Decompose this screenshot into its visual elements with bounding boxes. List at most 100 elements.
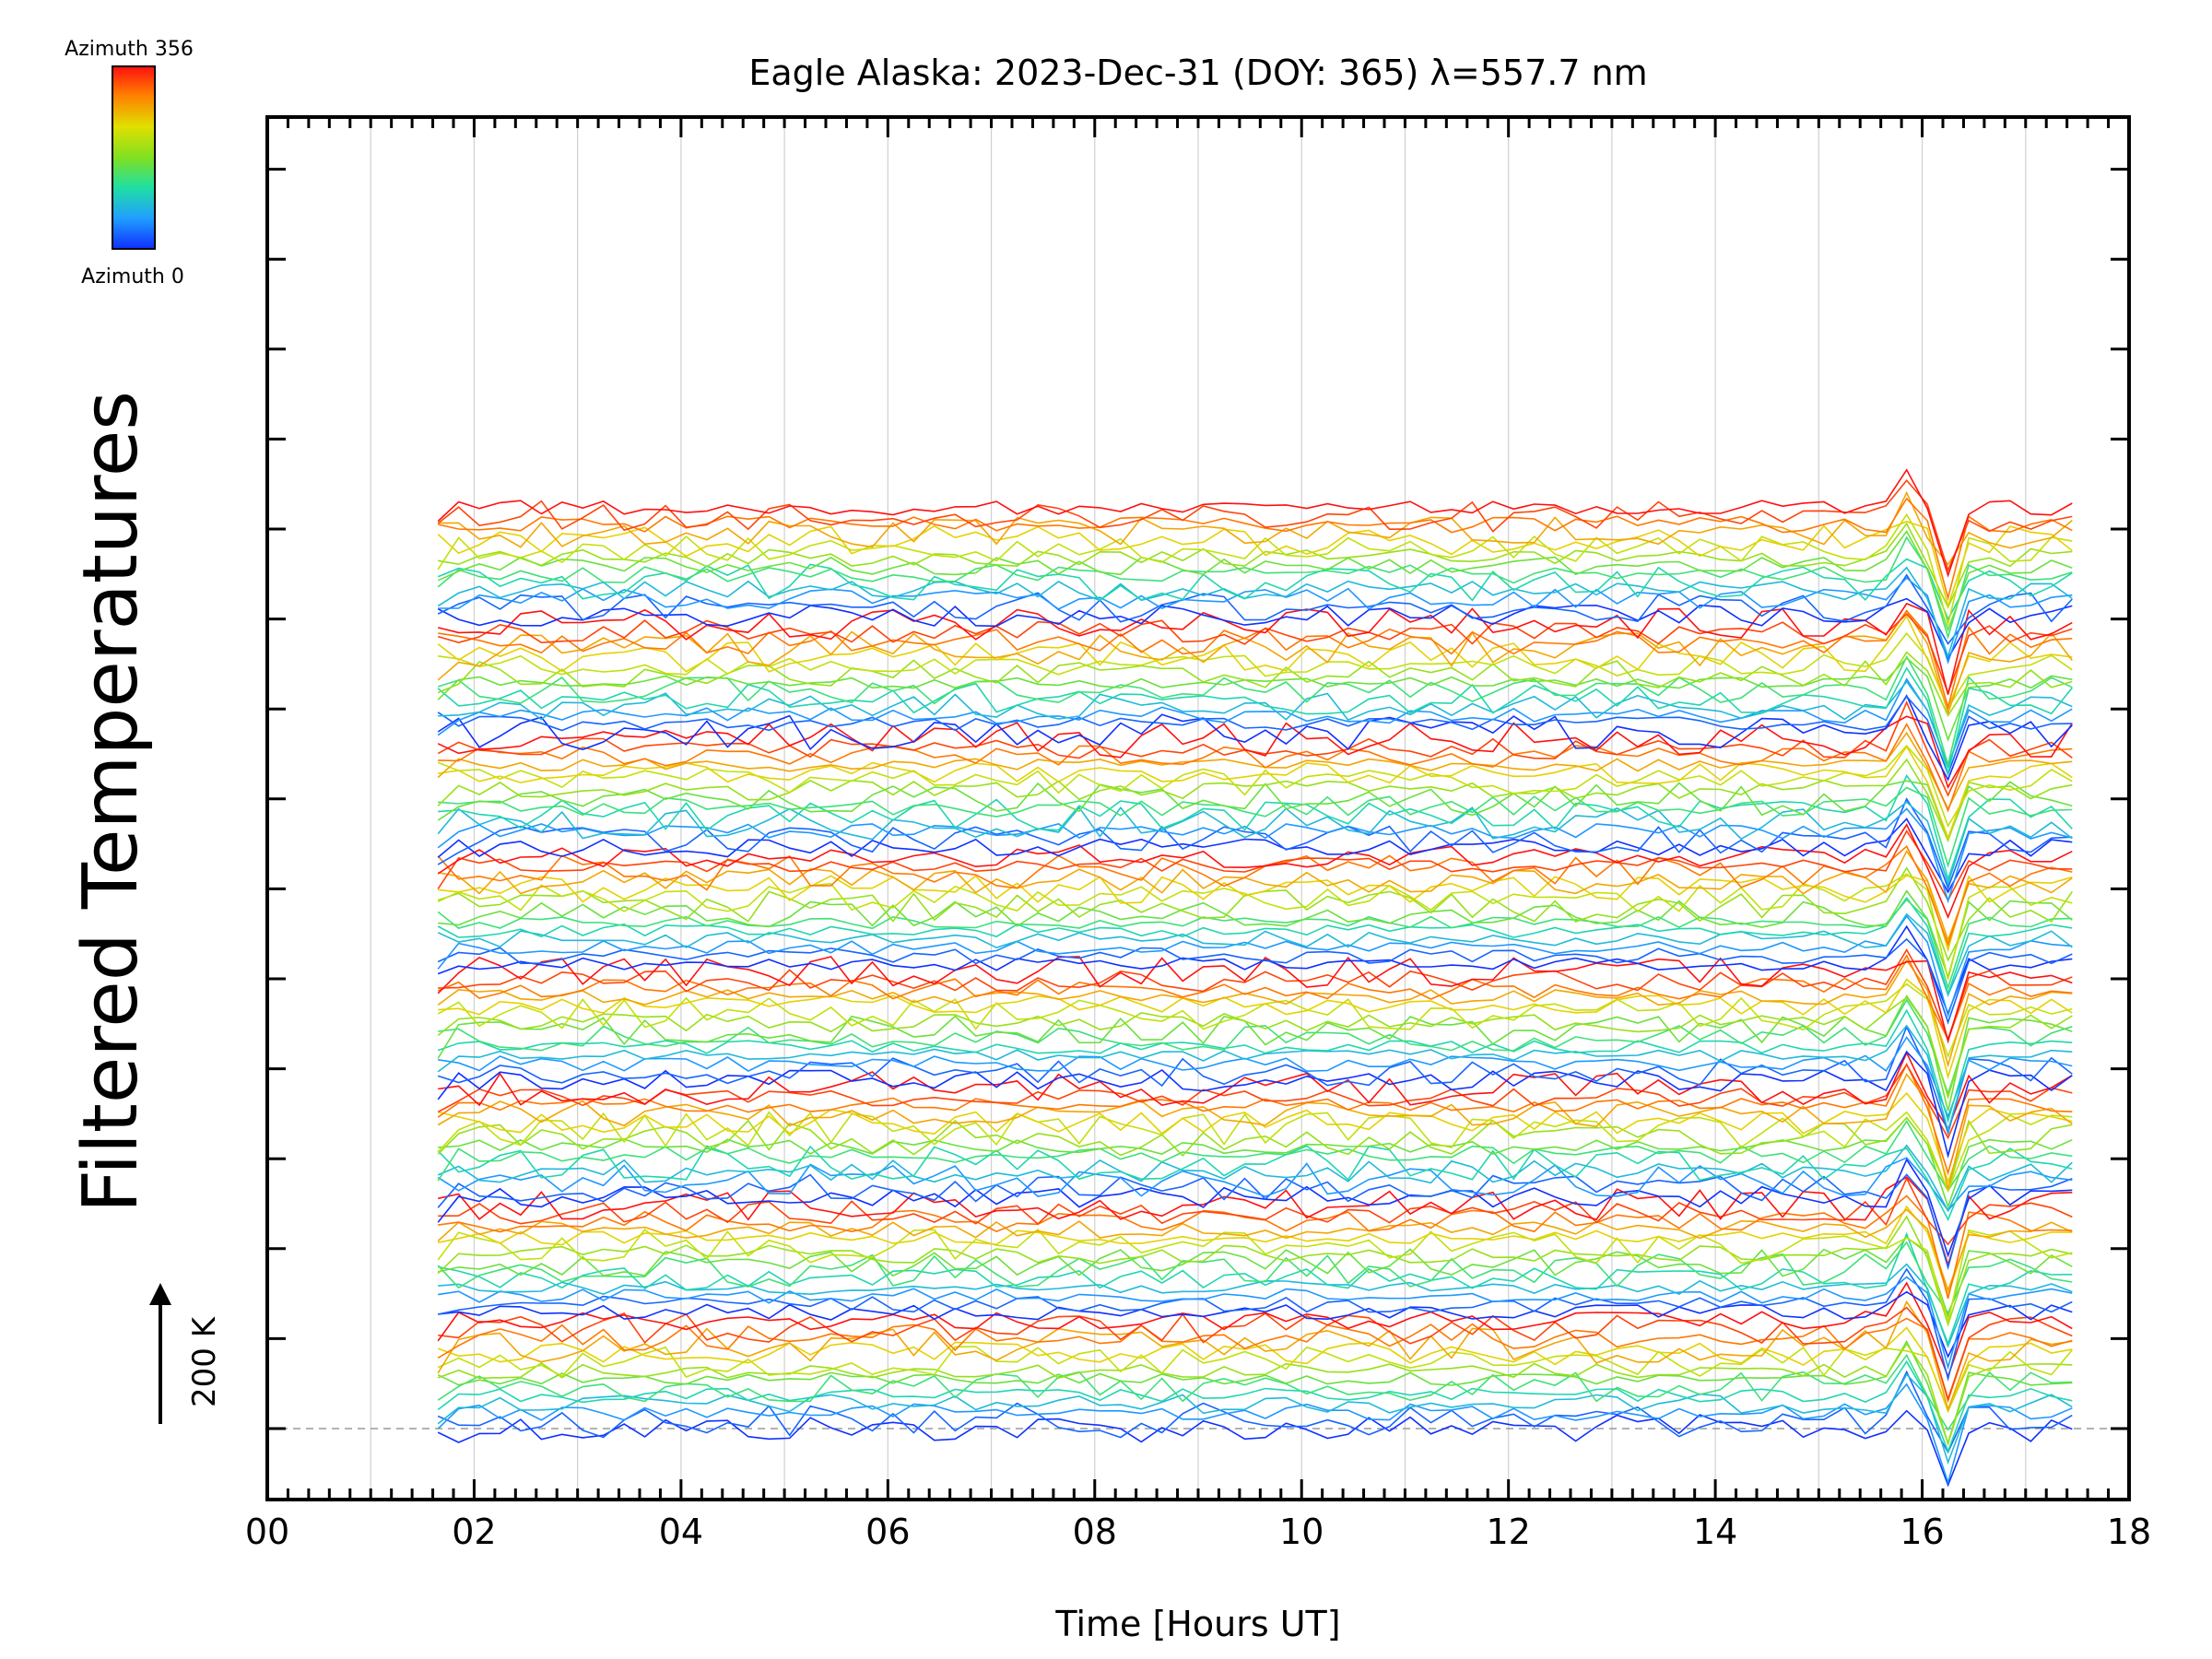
series-line bbox=[437, 982, 2073, 1059]
series-line bbox=[437, 873, 2073, 980]
series-group bbox=[437, 468, 2073, 1488]
series-line bbox=[437, 666, 2073, 777]
gridlines bbox=[370, 117, 2027, 1500]
series-line bbox=[438, 786, 2073, 868]
series-line bbox=[437, 1116, 2073, 1193]
series-line bbox=[437, 656, 2073, 742]
series-line bbox=[437, 1346, 2073, 1414]
series-line bbox=[437, 1111, 2073, 1194]
series-line bbox=[437, 830, 2073, 902]
series-line bbox=[437, 597, 2073, 660]
series-line bbox=[437, 845, 2073, 947]
series-line bbox=[437, 1372, 2073, 1465]
series-line bbox=[437, 1173, 2073, 1271]
series-line bbox=[437, 956, 2073, 1044]
series-line bbox=[437, 715, 2073, 790]
series-line bbox=[437, 1215, 2073, 1327]
chart-title: Eagle Alaska: 2023-Dec-31 (DOY: 365) λ=5… bbox=[748, 53, 1647, 93]
x-tick-labels: 00 02 04 06 08 10 12 14 16 18 bbox=[245, 1512, 2151, 1552]
series-line bbox=[437, 954, 2073, 1041]
series-line bbox=[438, 889, 2073, 980]
x-tick-label: 04 bbox=[659, 1512, 703, 1552]
series-line bbox=[437, 1353, 2073, 1431]
series-line bbox=[437, 1228, 2073, 1325]
scale-bar-label: 200 K bbox=[186, 1315, 223, 1407]
y-axis-label: Filtered Temperatures bbox=[67, 391, 155, 1213]
series-line bbox=[438, 774, 2073, 882]
series-line bbox=[437, 677, 2073, 769]
x-tick-label: 10 bbox=[1279, 1512, 1324, 1552]
series-line bbox=[437, 651, 2073, 718]
series-line bbox=[438, 609, 2073, 711]
series-line bbox=[438, 1290, 2073, 1359]
series-line bbox=[438, 948, 2073, 1041]
series-line bbox=[437, 801, 2073, 887]
x-tick-label: 16 bbox=[1900, 1512, 1944, 1552]
scale-bar-arrow-icon bbox=[149, 1283, 171, 1305]
series-line bbox=[437, 994, 2073, 1112]
series-line bbox=[437, 1208, 2073, 1293]
series-line bbox=[437, 758, 2073, 843]
series-line bbox=[437, 1326, 2073, 1412]
series-line bbox=[438, 998, 2073, 1097]
x-axis-label: Time [Hours UT] bbox=[1054, 1604, 1340, 1644]
x-tick-label: 00 bbox=[245, 1512, 289, 1552]
series-line bbox=[438, 1116, 2073, 1209]
series-line bbox=[437, 1409, 2073, 1488]
series-line bbox=[437, 996, 2073, 1100]
series-line bbox=[438, 1091, 2073, 1184]
x-tick-label: 12 bbox=[1486, 1512, 1530, 1552]
series-line bbox=[438, 1306, 2073, 1402]
series-line bbox=[437, 914, 2073, 1018]
series-line bbox=[437, 1050, 2073, 1159]
colorbar bbox=[112, 65, 156, 250]
colorbar-bottom-label: Azimuth 0 bbox=[81, 265, 184, 288]
series-line bbox=[437, 1382, 2073, 1486]
series-line bbox=[437, 1339, 2073, 1446]
x-tick-label: 14 bbox=[1693, 1512, 1737, 1552]
series-line bbox=[438, 602, 2073, 695]
series-line bbox=[438, 631, 2073, 711]
colorbar-top-label: Azimuth 356 bbox=[65, 38, 194, 61]
series-line bbox=[437, 823, 2073, 920]
series-line bbox=[437, 1158, 2073, 1258]
series-line bbox=[437, 1359, 2073, 1453]
series-line bbox=[438, 978, 2073, 1080]
series-line bbox=[437, 1063, 2073, 1140]
series-line bbox=[438, 1276, 2073, 1371]
series-line bbox=[437, 609, 2073, 716]
series-line bbox=[437, 1072, 2073, 1190]
series-line bbox=[437, 530, 2073, 633]
series-line bbox=[437, 478, 2073, 572]
series-line bbox=[437, 512, 2073, 628]
series-line bbox=[438, 522, 2073, 609]
series-line bbox=[437, 1024, 2073, 1134]
series-line bbox=[438, 1205, 2073, 1298]
series-line bbox=[438, 680, 2073, 770]
axes bbox=[265, 115, 2131, 1501]
series-line bbox=[437, 1317, 2073, 1404]
series-line bbox=[438, 745, 2073, 841]
series-line bbox=[437, 937, 2073, 1025]
series-line bbox=[437, 899, 2073, 991]
series-line bbox=[438, 849, 2073, 943]
series-line bbox=[437, 780, 2073, 842]
series-line bbox=[437, 694, 2073, 782]
series-line bbox=[437, 1241, 2073, 1314]
series-line bbox=[438, 1036, 2073, 1119]
x-tick-label: 02 bbox=[452, 1512, 496, 1552]
x-tick-label: 18 bbox=[2107, 1512, 2151, 1552]
series-line bbox=[437, 818, 2073, 894]
series-line bbox=[437, 613, 2073, 696]
series-line bbox=[438, 1231, 2073, 1347]
series-line bbox=[438, 1263, 2073, 1348]
series-line bbox=[437, 959, 2073, 1068]
series-line bbox=[438, 1236, 2073, 1319]
series-line bbox=[438, 1176, 2073, 1246]
series-line bbox=[437, 566, 2073, 659]
series-line bbox=[437, 573, 2073, 645]
series-line bbox=[437, 731, 2073, 811]
series-line bbox=[437, 615, 2073, 711]
series-line bbox=[438, 490, 2073, 566]
